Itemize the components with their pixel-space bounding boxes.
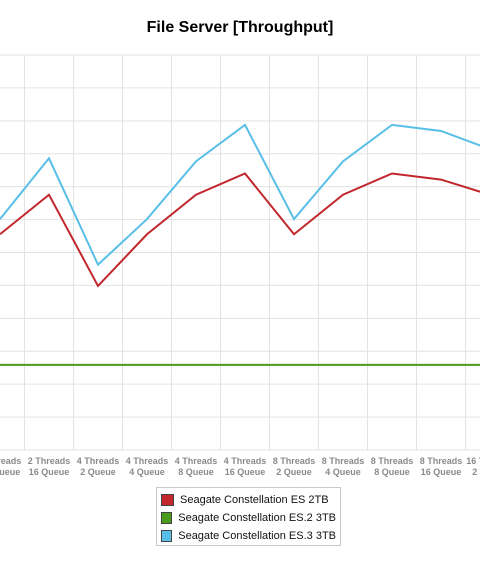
legend-item: Seagate Constellation ES 2TB [161,491,336,509]
x-tick-label: 8 Threads [420,456,463,466]
legend-swatch [161,530,173,542]
x-tick-label: 4 Threads [224,456,267,466]
x-tick-label: 8 Threads [273,456,316,466]
x-tick-label: 8 Threads [371,456,414,466]
legend-swatch [161,512,173,524]
legend: Seagate Constellation ES 2TB Seagate Cons… [156,487,341,546]
x-tick-label: 16 Queue [225,467,266,477]
series-line-3 [0,123,480,267]
x-tick-label: 4 Threads [175,456,218,466]
legend-label: Seagate Constellation ES.3 3TB [178,530,336,542]
x-tick-label: 16 Queue [29,467,70,477]
x-tick-label: 1 Threads [0,456,21,466]
x-tick-label: 8 Threads [322,456,365,466]
x-tick-label: 8 Queue [178,467,214,477]
x-tick-label: 2 Queue [276,467,312,477]
series-line-1 [0,172,480,288]
series-lines [0,123,480,366]
x-tick-label: 2 Queue [472,467,480,477]
legend-item: Seagate Constellation ES.3 3TB [161,527,336,545]
legend-label: Seagate Constellation ES 2TB [180,494,329,506]
grid [0,54,480,451]
x-tick-label: 16 Queue [421,467,462,477]
x-tick-label: 8 Queue [374,467,410,477]
x-tick-label: 16 Threads [466,456,480,466]
x-tick-label: 4 Threads [77,456,120,466]
x-tick-label: 2 Queue [80,467,116,477]
x-tick-label: 4 Threads [126,456,169,466]
x-tick-label: 16 Queue [0,467,20,477]
chart-title: File Server [Throughput] [146,19,334,36]
legend-swatch [161,494,174,506]
legend-label: Seagate Constellation ES.2 3TB [178,512,336,524]
x-tick-label: 4 Queue [129,467,165,477]
x-tick-label: 2 Threads [28,456,71,466]
x-tick-label: 4 Queue [325,467,361,477]
legend-item: Seagate Constellation ES.2 3TB [161,509,336,527]
